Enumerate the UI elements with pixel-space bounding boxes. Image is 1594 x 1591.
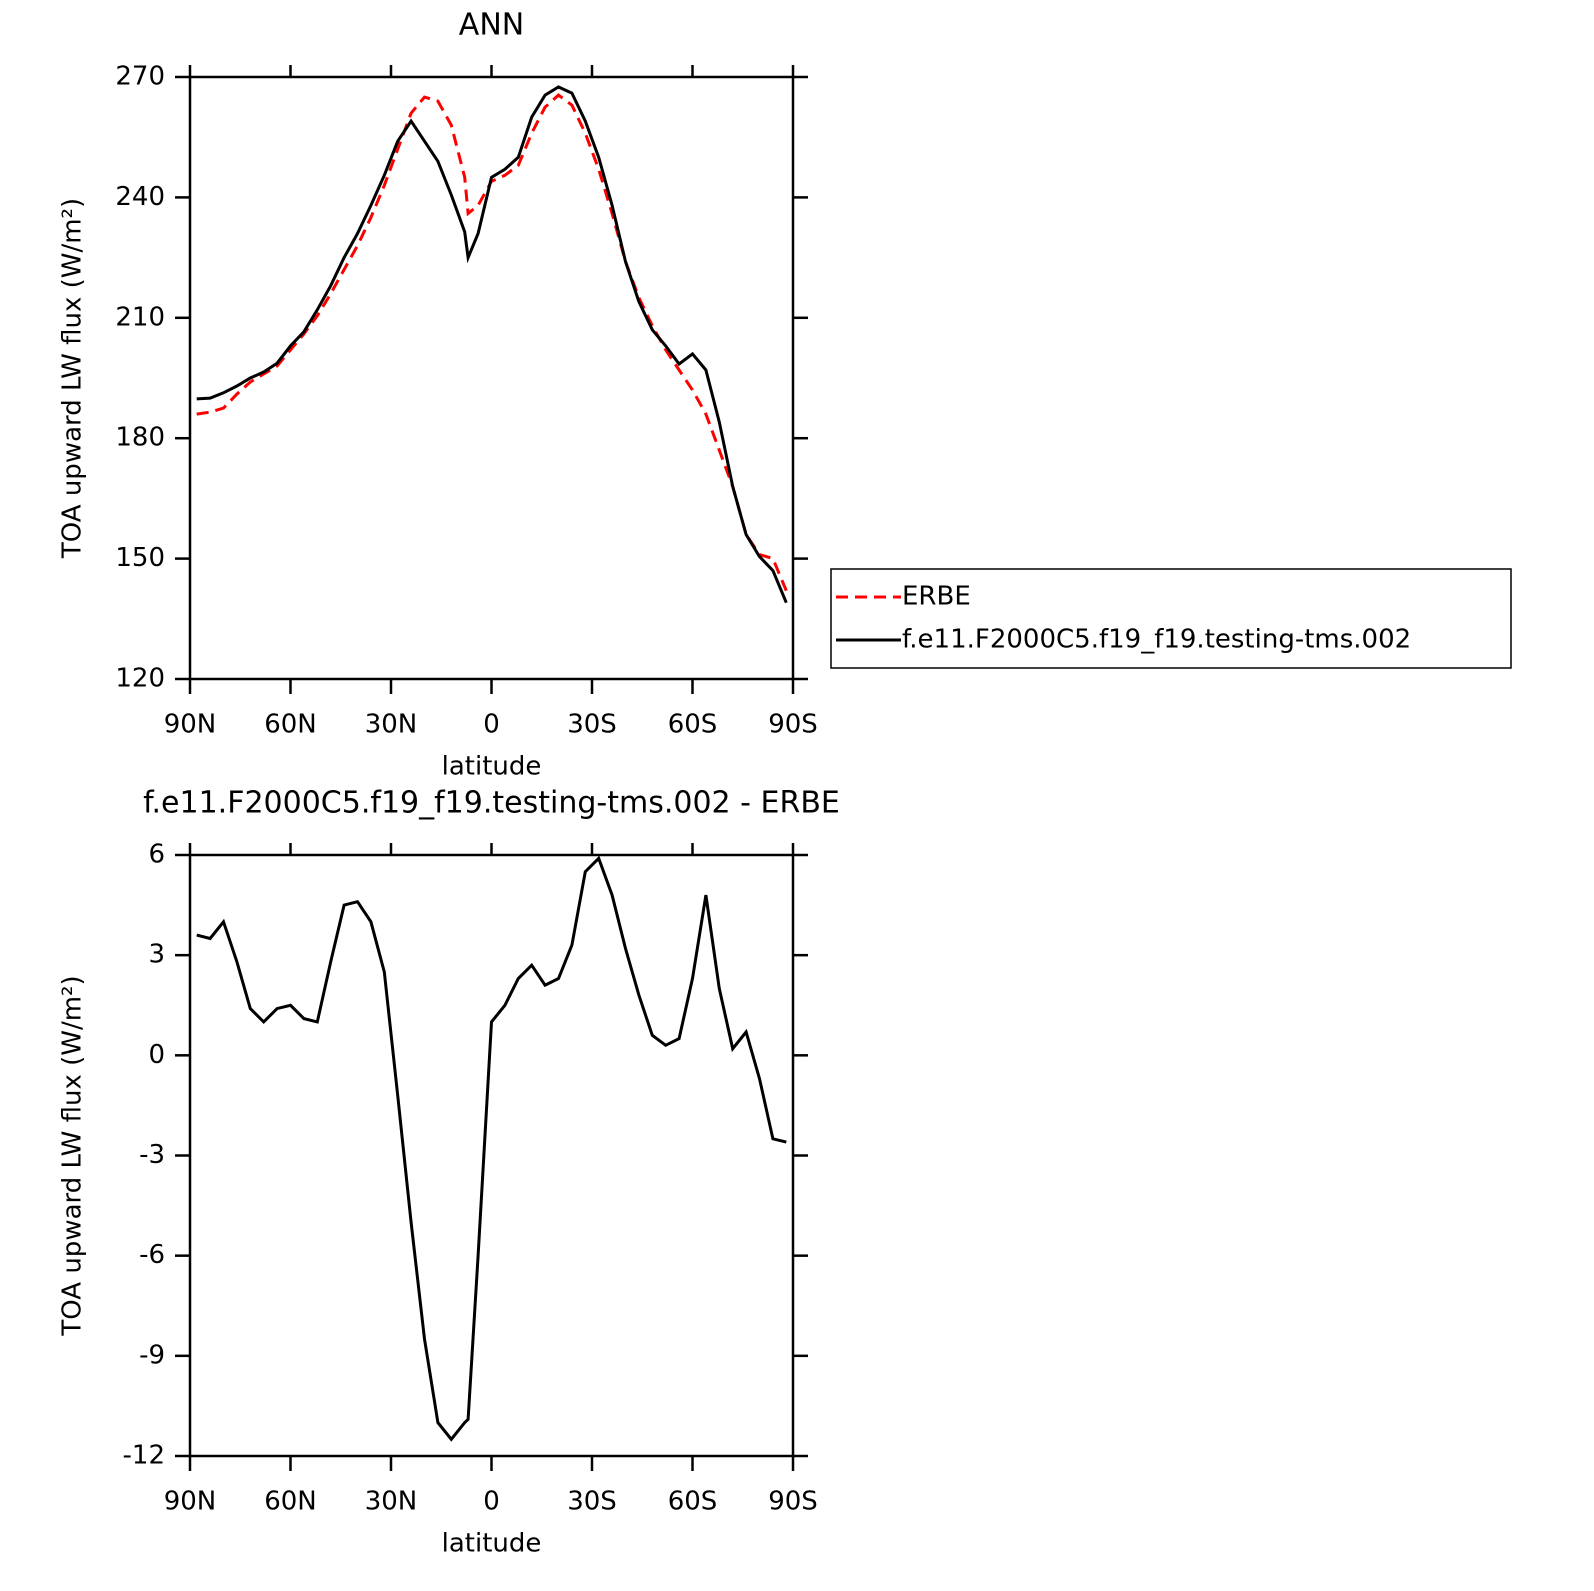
y-tick-label: -6: [139, 1240, 165, 1270]
x-tick-label: 30S: [567, 710, 617, 740]
y-tick-label: 150: [115, 543, 165, 573]
data-line: [196, 93, 788, 592]
x-tick-label: 30N: [365, 710, 418, 740]
x-tick-label: 90S: [768, 1487, 818, 1517]
x-tick-label: 90S: [768, 710, 818, 740]
legend-label: ERBE: [902, 582, 971, 612]
x-axis-label: latitude: [442, 752, 542, 782]
x-tick-label: 60S: [668, 1487, 718, 1517]
plot-frame: [188, 853, 795, 1458]
y-tick-label: 180: [115, 423, 165, 453]
legend-label: f.e11.F2000C5.f19_f19.testing-tms.002: [902, 625, 1411, 655]
x-tick-label: 60N: [264, 1487, 317, 1517]
x-tick-label: 0: [483, 1487, 500, 1517]
x-tick-label: 90N: [164, 710, 217, 740]
y-tick-label: -12: [123, 1441, 165, 1471]
x-tick-label: 90N: [164, 1487, 217, 1517]
y-axis-label: TOA upward LW flux (W/m²): [58, 198, 88, 559]
x-tick-label: 60N: [264, 710, 317, 740]
legend-box: [830, 568, 1512, 669]
x-tick-label: 60S: [668, 710, 718, 740]
y-tick-label: 270: [115, 62, 165, 92]
y-tick-label: 120: [115, 664, 165, 694]
y-axis-label: TOA upward LW flux (W/m²): [58, 975, 88, 1336]
data-line: [196, 855, 787, 1442]
y-tick-label: -3: [139, 1140, 165, 1170]
x-axis-label: latitude: [442, 1529, 542, 1559]
y-tick-label: -9: [139, 1340, 165, 1370]
plot-frame: [188, 75, 795, 681]
data-line: [196, 85, 788, 604]
x-tick-label: 30N: [365, 1487, 418, 1517]
x-tick-label: 0: [483, 710, 500, 740]
y-tick-label: 6: [148, 840, 165, 870]
y-tick-label: 240: [115, 182, 165, 212]
y-tick-label: 210: [115, 302, 165, 332]
chart-title: f.e11.F2000C5.f19_f19.testing-tms.002 - …: [143, 786, 840, 821]
y-tick-label: 3: [148, 940, 165, 970]
y-tick-label: 0: [148, 1040, 165, 1070]
x-tick-label: 30S: [567, 1487, 617, 1517]
chart-title: ANN: [459, 8, 524, 43]
